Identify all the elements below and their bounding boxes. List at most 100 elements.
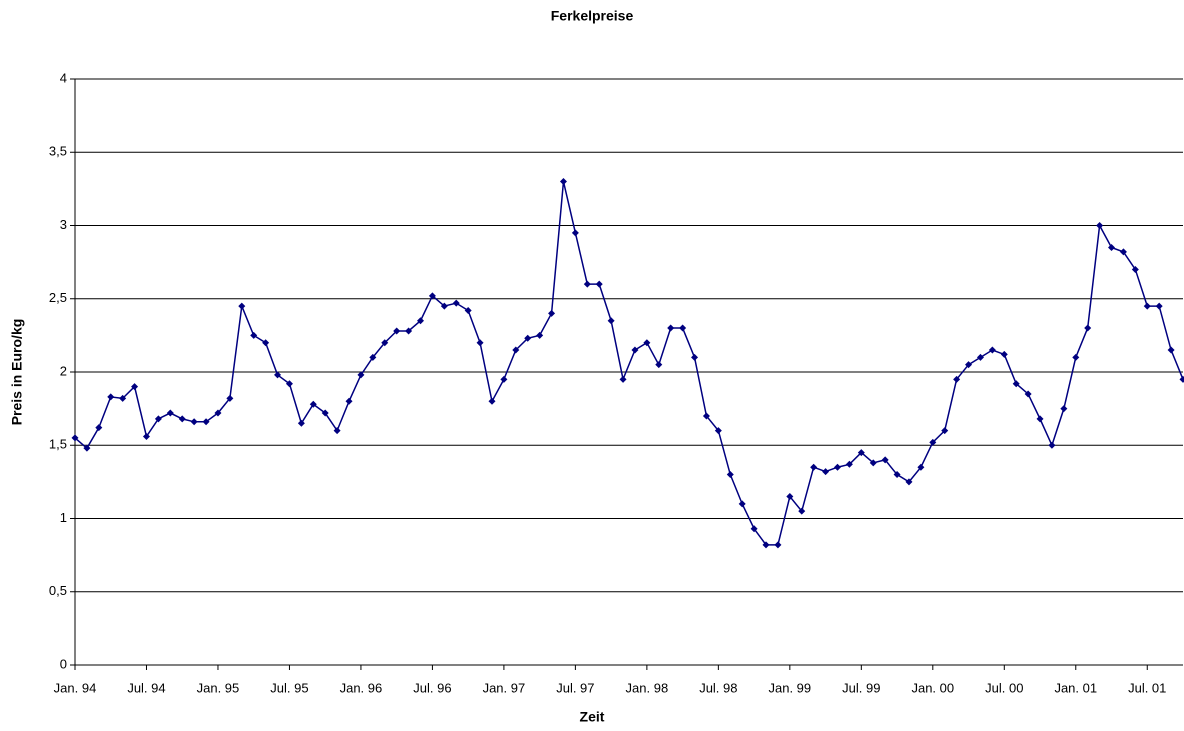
x-tick-label: Jul. 98: [699, 680, 737, 695]
marker: [905, 478, 913, 486]
marker: [333, 427, 341, 435]
marker: [464, 306, 472, 314]
marker: [822, 468, 830, 476]
marker: [405, 327, 413, 335]
marker: [214, 409, 222, 417]
y-tick-label: 3,5: [49, 144, 67, 159]
marker: [500, 375, 508, 383]
marker: [262, 339, 270, 347]
marker: [107, 393, 115, 401]
marker: [381, 339, 389, 347]
marker: [512, 346, 520, 354]
marker: [1119, 248, 1127, 256]
x-tick-label: Jul. 94: [127, 680, 165, 695]
marker: [595, 280, 603, 288]
marker: [1072, 353, 1080, 361]
marker: [190, 418, 198, 426]
marker: [714, 427, 722, 435]
marker: [357, 371, 365, 379]
x-tick-label: Jul. 97: [556, 680, 594, 695]
marker: [1167, 346, 1175, 354]
x-tick-label: Jul. 00: [985, 680, 1023, 695]
x-tick-label: Jan. 01: [1054, 680, 1097, 695]
marker: [750, 525, 758, 533]
marker: [786, 493, 794, 501]
marker: [1179, 375, 1184, 383]
marker: [238, 302, 246, 310]
marker: [345, 397, 353, 405]
x-tick-label: Jan. 94: [54, 680, 97, 695]
marker: [1155, 302, 1163, 310]
marker: [71, 434, 79, 442]
marker: [226, 394, 234, 402]
marker: [142, 432, 150, 440]
marker: [1012, 380, 1020, 388]
y-tick-label: 1: [60, 510, 67, 525]
line: [74, 181, 1184, 546]
marker: [702, 412, 710, 420]
y-tick-label: 1,5: [49, 437, 67, 452]
marker: [131, 383, 139, 391]
marker: [917, 463, 925, 471]
y-tick-label: 0: [60, 656, 67, 671]
marker: [929, 438, 937, 446]
marker: [428, 292, 436, 300]
x-tick-label: Jan. 00: [911, 680, 954, 695]
y-tick-label: 2: [60, 363, 67, 378]
marker: [571, 229, 579, 237]
marker: [726, 471, 734, 479]
marker: [297, 419, 305, 427]
marker: [440, 302, 448, 310]
marker: [154, 415, 162, 423]
marker: [655, 361, 663, 369]
marker: [1048, 441, 1056, 449]
x-tick-label: Jan. 95: [197, 680, 240, 695]
marker: [869, 459, 877, 467]
marker: [762, 541, 770, 549]
marker: [941, 427, 949, 435]
marker: [250, 331, 258, 339]
marker: [178, 415, 186, 423]
marker: [976, 353, 984, 361]
marker: [810, 463, 818, 471]
marker: [845, 460, 853, 468]
marker: [417, 317, 425, 325]
x-tick-label: Jan. 97: [483, 680, 526, 695]
marker: [738, 500, 746, 508]
marker: [83, 444, 91, 452]
marker: [524, 334, 532, 342]
x-tick-label: Jan. 96: [340, 680, 383, 695]
x-tick-label: Jul. 01: [1128, 680, 1166, 695]
marker: [166, 409, 174, 417]
marker: [583, 280, 591, 288]
marker: [452, 299, 460, 307]
y-tick-label: 3: [60, 217, 67, 232]
chart-title: Ferkelpreise: [551, 8, 634, 24]
y-tick-label: 0,5: [49, 583, 67, 598]
marker: [774, 541, 782, 549]
marker: [1131, 265, 1139, 273]
marker: [285, 380, 293, 388]
marker: [559, 178, 567, 186]
marker: [1096, 222, 1104, 229]
marker: [881, 456, 889, 464]
marker: [488, 397, 496, 405]
marker: [536, 331, 544, 339]
y-tick-label: 4: [60, 70, 67, 85]
marker: [476, 339, 484, 347]
x-tick-label: Jul. 96: [413, 680, 451, 695]
x-tick-label: Jan. 99: [769, 680, 812, 695]
marker: [369, 353, 377, 361]
marker: [953, 375, 961, 383]
x-axis-title: Zeit: [580, 709, 605, 725]
marker: [1000, 350, 1008, 358]
x-tick-label: Jul. 95: [270, 680, 308, 695]
marker: [607, 317, 615, 325]
marker: [1084, 324, 1092, 332]
marker: [643, 339, 651, 347]
marker: [1036, 415, 1044, 423]
marker: [857, 449, 865, 457]
x-tick-label: Jan. 98: [626, 680, 669, 695]
